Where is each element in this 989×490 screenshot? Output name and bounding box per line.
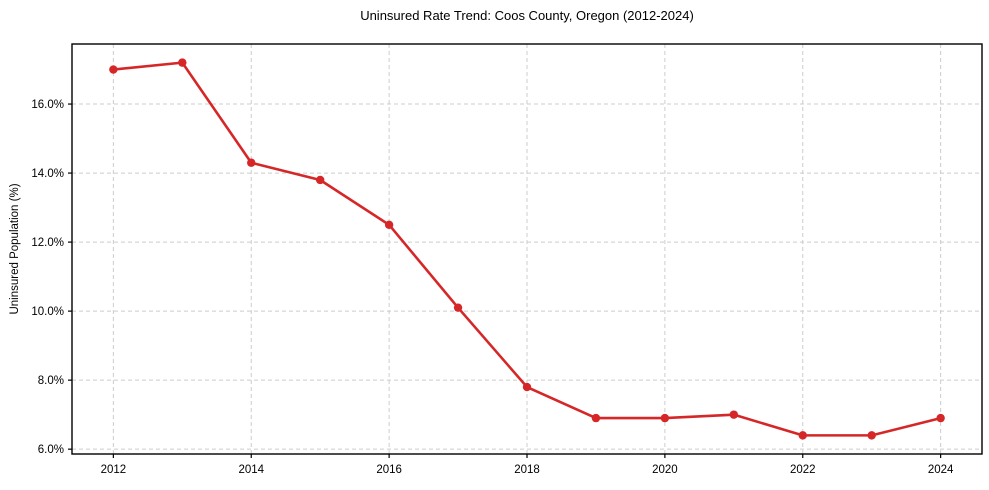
data-point [798, 431, 807, 440]
y-tick-label: 14.0% [31, 168, 64, 180]
x-tick-label: 2022 [790, 464, 816, 476]
x-tick-label: 2016 [376, 464, 402, 476]
x-tick-label: 2020 [652, 464, 678, 476]
x-tick-label: 2024 [928, 464, 954, 476]
data-point [384, 220, 394, 230]
data-point [247, 158, 256, 167]
y-tick-label: 12.0% [31, 237, 64, 249]
y-tick-label: 8.0% [38, 375, 64, 387]
x-tick-label: 2014 [238, 464, 264, 476]
y-tick-label: 10.0% [31, 306, 64, 318]
data-point [867, 431, 876, 440]
data-point [660, 413, 670, 423]
data-point [729, 410, 739, 419]
x-tick-label: 2018 [514, 464, 540, 476]
data-point [453, 303, 463, 312]
chart-title: Uninsured Rate Trend: Coos County, Orego… [360, 8, 694, 23]
data-point [109, 65, 118, 74]
x-tick-label: 2012 [101, 464, 127, 476]
data-point [936, 413, 945, 423]
plot-border [71, 43, 983, 455]
data-point [591, 413, 601, 423]
data-point [178, 58, 187, 67]
data-point [522, 382, 532, 392]
y-tick-label: 6.0% [38, 444, 64, 456]
y-tick-label: 16.0% [31, 99, 64, 111]
data-point [315, 175, 325, 185]
